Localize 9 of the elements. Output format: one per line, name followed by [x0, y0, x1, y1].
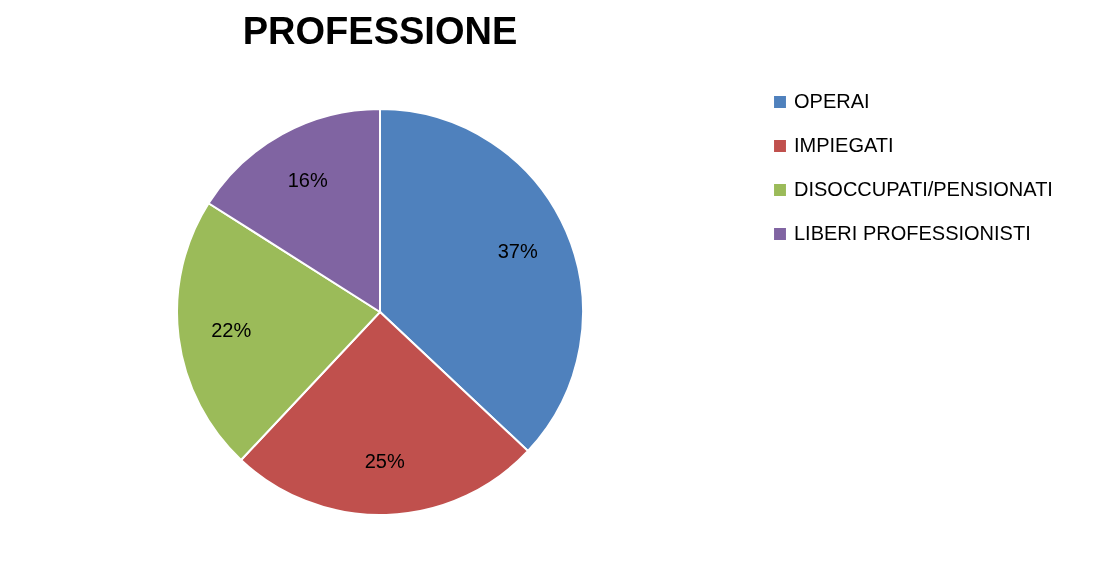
- data-label: 37%: [497, 240, 538, 263]
- legend-label: IMPIEGATI: [794, 134, 894, 156]
- legend-label: OPERAI: [794, 90, 870, 112]
- data-label: 25%: [364, 449, 405, 472]
- data-label: 16%: [287, 168, 328, 191]
- legend-label: DISOCCUPATI/PENSIONATI: [794, 178, 1053, 200]
- legend-label: LIBERI PROFESSIONISTI: [794, 222, 1031, 244]
- chart-title: PROFESSIONE: [242, 10, 518, 52]
- data-label: 22%: [211, 318, 252, 341]
